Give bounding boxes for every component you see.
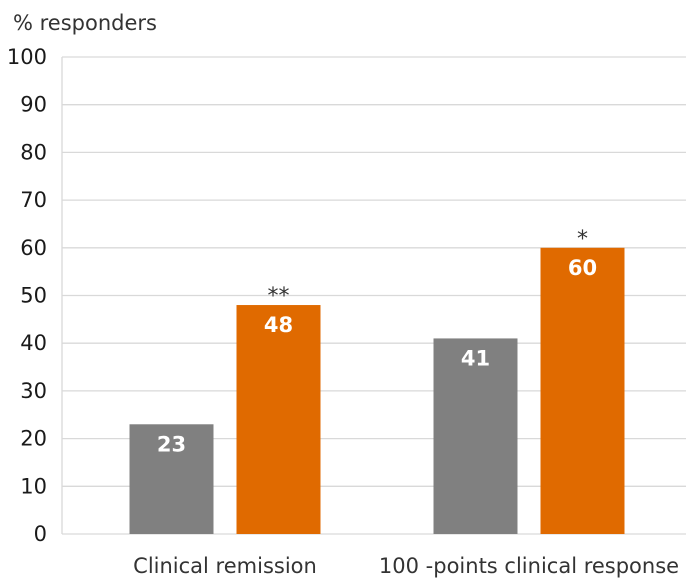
bar-value-label: 60 (568, 256, 597, 280)
y-tick-label: 60 (20, 236, 47, 260)
bar-value-label: 23 (157, 432, 186, 456)
bar (540, 247, 625, 535)
x-axis-labels: Clinical remission 100 -points clinical r… (133, 554, 679, 578)
y-tick-label: 90 (20, 93, 47, 117)
y-tick-label: 10 (20, 474, 47, 498)
y-tick-label: 100 (7, 45, 47, 69)
y-tick-label: 0 (34, 522, 47, 546)
bar-value-label: 41 (461, 346, 490, 370)
y-axis-label: % responders (13, 11, 157, 35)
significance-marker: * (577, 227, 588, 252)
y-tick-label: 80 (20, 140, 47, 164)
x-category-label: Clinical remission (133, 554, 317, 578)
bar (236, 305, 321, 534)
y-axis-ticks: 0 10 20 30 40 50 60 70 80 90 100 (7, 45, 47, 546)
x-category-label: 100 -points clinical response (379, 554, 679, 578)
y-tick-label: 50 (20, 284, 47, 308)
significance-marker: ** (268, 284, 290, 309)
y-tick-label: 20 (20, 427, 47, 451)
bar (433, 338, 518, 534)
y-tick-label: 30 (20, 379, 47, 403)
y-tick-label: 40 (20, 331, 47, 355)
bar-value-label: 48 (264, 313, 293, 337)
y-tick-label: 70 (20, 188, 47, 212)
bars: 23 48 ** 41 60 * (129, 227, 625, 535)
bar (129, 424, 214, 534)
